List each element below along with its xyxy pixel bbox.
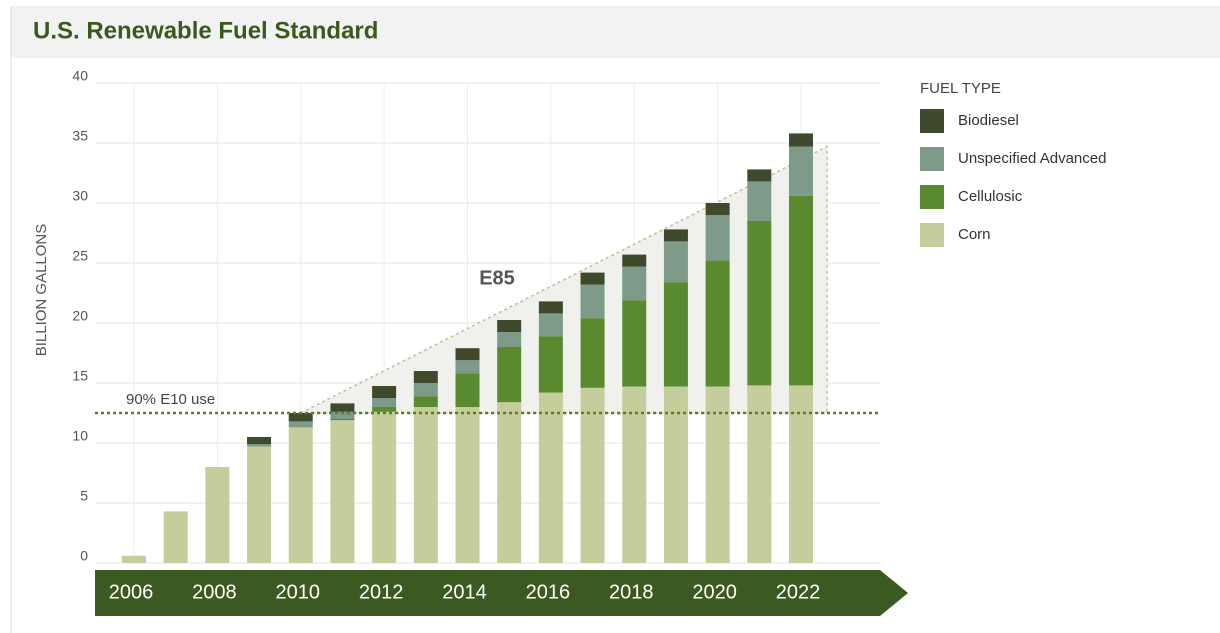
bar-segment xyxy=(497,402,522,563)
legend-title: FUEL TYPE xyxy=(920,80,1001,97)
bar-segment xyxy=(372,407,397,412)
bar-segment xyxy=(538,392,563,563)
x-tick-label: 2022 xyxy=(776,581,821,603)
bar-segment xyxy=(747,221,772,386)
bar-segment xyxy=(705,386,730,563)
y-tick-label: 30 xyxy=(72,188,88,204)
bar-segment xyxy=(288,427,313,563)
bar-segment xyxy=(288,421,313,428)
bar-segment xyxy=(497,332,522,347)
y-axis-label: BILLION GALLONS xyxy=(33,224,50,357)
y-tick-label: 35 xyxy=(72,128,88,144)
bar-segment xyxy=(330,419,355,421)
x-tick-label: 2014 xyxy=(442,581,487,603)
bar-segment xyxy=(497,320,522,332)
bar-segment xyxy=(622,386,647,563)
bar-segment xyxy=(497,347,522,403)
bar-segment xyxy=(122,555,146,563)
legend-swatch xyxy=(920,185,944,209)
bar-segment xyxy=(580,387,605,563)
x-tick-label: 2008 xyxy=(192,581,237,603)
e85-label: E85 xyxy=(479,267,515,289)
bar-segment xyxy=(622,300,647,387)
bar-segment xyxy=(455,348,480,361)
chart-title: U.S. Renewable Fuel Standard xyxy=(33,17,378,44)
bar-segment xyxy=(163,511,188,563)
bar-segment xyxy=(455,360,480,374)
bar-segment xyxy=(538,336,563,393)
bar-segment xyxy=(413,383,438,397)
bar-segment xyxy=(372,411,397,563)
x-tick-label: 2006 xyxy=(109,581,154,603)
x-tick-label: 2010 xyxy=(276,581,321,603)
y-tick-label: 0 xyxy=(80,548,88,564)
bar-segment xyxy=(538,301,563,314)
bar-segment xyxy=(372,386,397,398)
bar-segment xyxy=(663,282,688,387)
bar-segment xyxy=(205,467,230,563)
bar-segment xyxy=(580,284,605,319)
bar-segment xyxy=(705,260,730,387)
x-tick-label: 2018 xyxy=(609,581,654,603)
bar-segment xyxy=(580,318,605,388)
y-tick-label: 20 xyxy=(72,308,88,324)
legend-label: Cellulosic xyxy=(958,188,1023,205)
bar-segment xyxy=(372,398,397,407)
x-tick-label: 2020 xyxy=(692,581,737,603)
bar-segment xyxy=(789,195,813,386)
legend-swatch xyxy=(920,223,944,247)
bar-segment xyxy=(580,272,605,285)
bar-segment xyxy=(789,146,813,196)
e10-label: 90% E10 use xyxy=(126,391,215,408)
bar-segment xyxy=(747,181,772,221)
bar-segment xyxy=(663,241,688,283)
y-tick-label: 15 xyxy=(72,368,88,384)
bar-segment xyxy=(413,396,438,407)
header xyxy=(11,6,1220,58)
bar-segment xyxy=(413,407,438,563)
bar-segment xyxy=(789,385,813,563)
bar-segment xyxy=(622,266,647,301)
y-tick-label: 10 xyxy=(72,428,88,444)
bar-segment xyxy=(288,413,313,422)
e85-region xyxy=(300,145,828,414)
bar-segment xyxy=(247,444,272,447)
bar-segment xyxy=(455,407,480,563)
bar-segment xyxy=(747,169,772,182)
bar-segment xyxy=(789,133,813,147)
bar-segment xyxy=(663,386,688,563)
timeline-arrow xyxy=(95,570,908,616)
bar-segment xyxy=(247,437,272,445)
y-tick-label: 40 xyxy=(72,68,88,84)
legend-label: Corn xyxy=(958,226,991,243)
bar-segment xyxy=(705,203,730,215)
y-tick-label: 25 xyxy=(72,248,88,264)
bar-segment xyxy=(663,229,688,242)
bar-segment xyxy=(330,403,355,412)
bar-segment xyxy=(622,254,647,267)
x-tick-label: 2012 xyxy=(359,581,404,603)
legend-swatch xyxy=(920,147,944,171)
bar-segment xyxy=(747,385,772,563)
legend-label: Unspecified Advanced xyxy=(958,150,1106,167)
bar-segment xyxy=(413,371,438,383)
bar-segment xyxy=(247,446,272,563)
bar-segment xyxy=(455,373,480,407)
bar-segment xyxy=(538,313,563,337)
bar-segment xyxy=(330,411,355,419)
bar-segment xyxy=(330,420,355,563)
x-tick-label: 2016 xyxy=(526,581,571,603)
y-tick-label: 5 xyxy=(80,488,88,504)
legend-label: Biodiesel xyxy=(958,112,1019,129)
bar-segment xyxy=(705,215,730,261)
legend-swatch xyxy=(920,109,944,133)
